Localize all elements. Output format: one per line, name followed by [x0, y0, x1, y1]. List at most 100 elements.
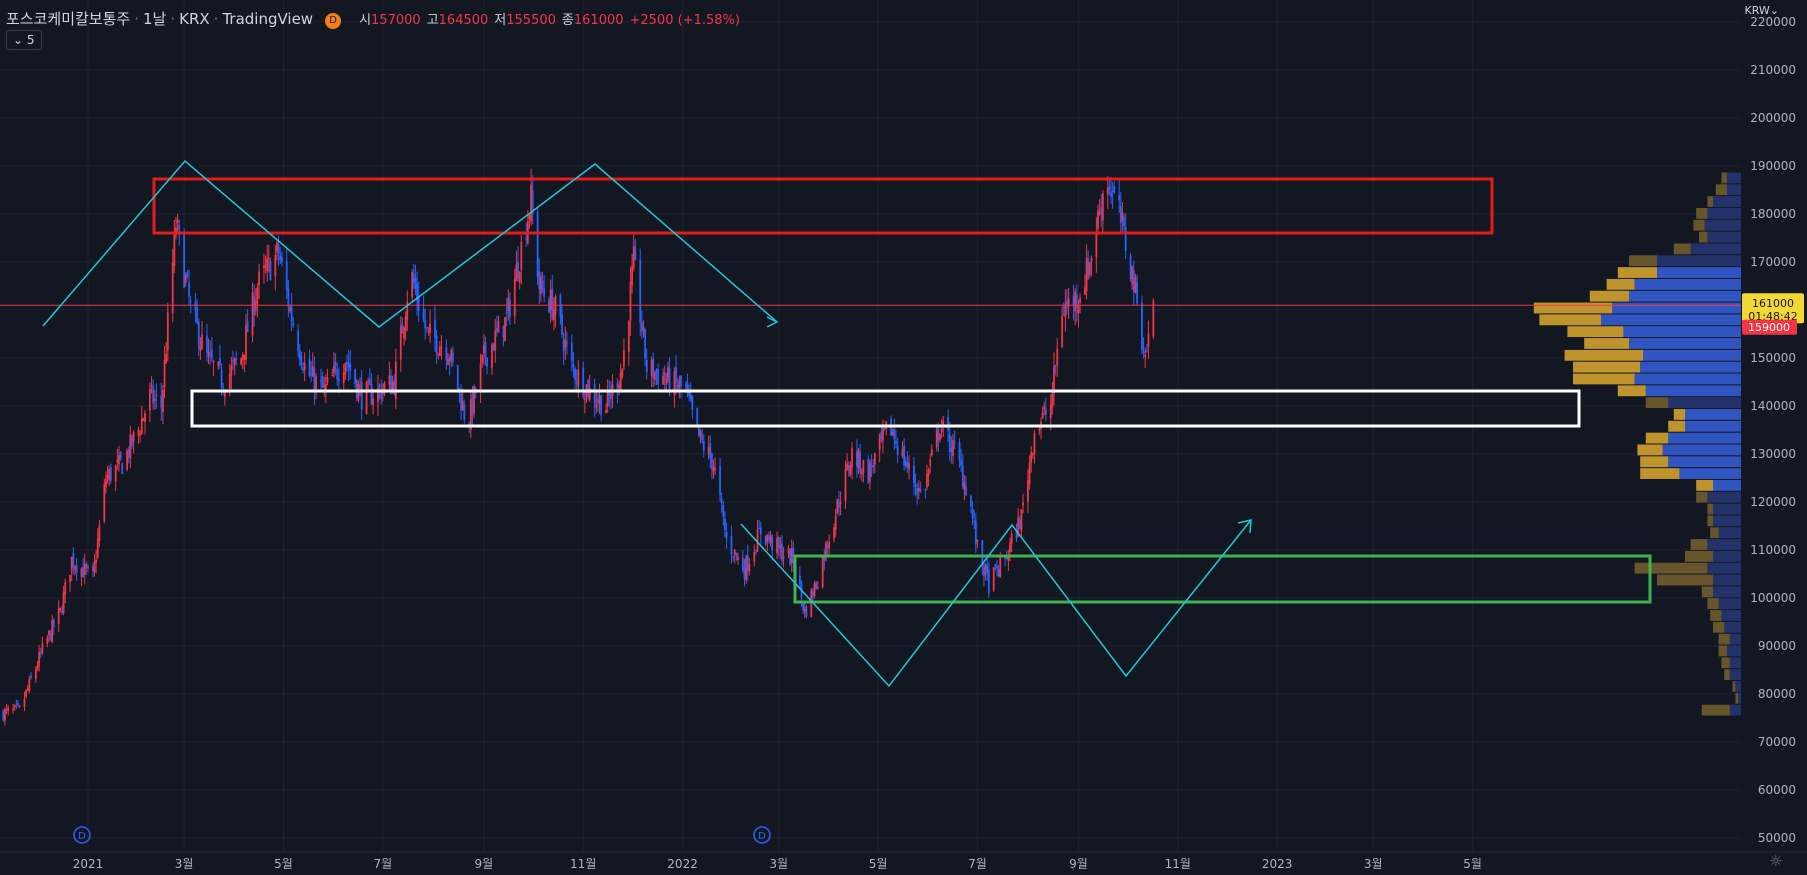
candle-body: [484, 341, 487, 359]
candle-body: [23, 698, 26, 708]
candle-body: [627, 320, 630, 352]
candle-body: [1020, 509, 1023, 532]
candle-body: [917, 487, 920, 492]
candle-body: [437, 353, 440, 355]
candle-body: [228, 374, 231, 389]
candle-body: [194, 301, 197, 311]
candle-body: [803, 608, 806, 612]
time-tick-label: 5월: [869, 857, 888, 871]
candle-body: [1077, 305, 1080, 314]
candle-body: [258, 271, 260, 286]
candle-body: [862, 459, 865, 474]
candle-body: [608, 389, 611, 396]
candle-body: [583, 398, 586, 400]
candle-body: [74, 567, 76, 570]
price-tick-label: 140000: [1750, 399, 1796, 413]
candle-body: [520, 241, 523, 271]
candle-body: [116, 460, 119, 462]
volume-profile-bar: [1629, 290, 1741, 302]
candle-body: [153, 398, 156, 402]
candle-body: [186, 272, 189, 277]
candle-body: [233, 358, 236, 365]
candle-body: [119, 451, 122, 460]
candle-body: [707, 447, 710, 454]
candle-body: [746, 554, 749, 571]
candle-body: [996, 566, 998, 569]
volume-profile-bar: [1634, 278, 1741, 290]
volume-profile-bar: [1729, 704, 1741, 716]
volume-profile-bar: [1707, 598, 1719, 610]
volume-profile-bar: [1567, 326, 1624, 338]
candle-body: [732, 556, 734, 558]
resistance-box: [152, 177, 1494, 235]
candle-body: [748, 564, 751, 572]
candle-body: [183, 234, 186, 288]
candle-body: [367, 381, 370, 383]
candle-body: [870, 465, 873, 468]
candle-body: [1061, 316, 1064, 348]
candle-body: [908, 462, 910, 470]
volume-profile-bar: [1713, 196, 1741, 207]
candle-body: [1062, 314, 1065, 316]
candle-body: [528, 214, 531, 219]
candle-body: [572, 364, 575, 368]
price-tick-label: 120000: [1750, 495, 1796, 509]
candle-body: [152, 386, 155, 404]
symbol-header[interactable]: 포스코케미칼보통주 · 1날 · KRX · TradingView D 시157000 고164…: [6, 10, 740, 29]
candle-body: [445, 347, 448, 361]
candle-body: [577, 369, 580, 387]
time-tick-label: 7월: [968, 857, 987, 871]
candle-body: [139, 433, 142, 435]
candle-body: [642, 327, 645, 330]
candle-body: [619, 372, 622, 390]
candle-body: [342, 372, 345, 384]
candle-body: [531, 190, 534, 214]
candle-body: [872, 465, 875, 468]
symbol-name[interactable]: 포스코케미칼보통주: [6, 10, 131, 28]
candle-body: [412, 273, 415, 283]
candle-body: [279, 255, 282, 261]
candle-body: [334, 361, 337, 367]
candle-body: [1095, 233, 1098, 258]
indicator-toggle-button[interactable]: ⌄ 5: [6, 30, 42, 50]
candle-body: [974, 520, 977, 545]
candle-body: [582, 367, 585, 397]
candle-body: [411, 272, 414, 298]
source-label: TradingView: [222, 10, 314, 28]
candle-body: [849, 464, 852, 475]
candle-body: [422, 309, 425, 320]
support-box: [190, 389, 1581, 428]
candle-body: [792, 547, 795, 564]
candle-body: [984, 564, 987, 575]
candle-body: [41, 642, 44, 654]
volume-profile-bar: [1645, 385, 1741, 397]
candle-body: [779, 545, 782, 549]
candle-body: [486, 357, 489, 367]
settings-gear-icon[interactable]: ☼: [1769, 852, 1783, 870]
candle-body: [929, 459, 932, 466]
volume-profile-bar: [1718, 527, 1741, 539]
currency-selector[interactable]: KRW⌄: [1744, 4, 1779, 17]
candle-body: [290, 306, 293, 322]
candle-body: [834, 515, 837, 530]
candle-body: [847, 465, 850, 471]
candle-body: [1033, 433, 1036, 454]
time-tick-label: 7월: [374, 857, 393, 871]
candle-body: [1101, 193, 1104, 221]
candle-body: [1141, 302, 1143, 351]
candle-body: [251, 292, 254, 336]
candle-body: [481, 354, 484, 363]
candle-body: [46, 637, 49, 644]
close-label: 종: [561, 13, 574, 28]
interval-label[interactable]: 1날: [142, 10, 167, 28]
delayed-badge-icon[interactable]: D: [325, 13, 342, 29]
candle-body: [595, 403, 598, 408]
candle-body: [549, 289, 552, 310]
candle-body: [48, 630, 50, 636]
candle-body: [72, 553, 75, 568]
volume-profile-bar: [1601, 314, 1741, 326]
candle-body: [1132, 270, 1135, 293]
candle-body: [758, 527, 761, 530]
candle-body: [105, 479, 107, 488]
